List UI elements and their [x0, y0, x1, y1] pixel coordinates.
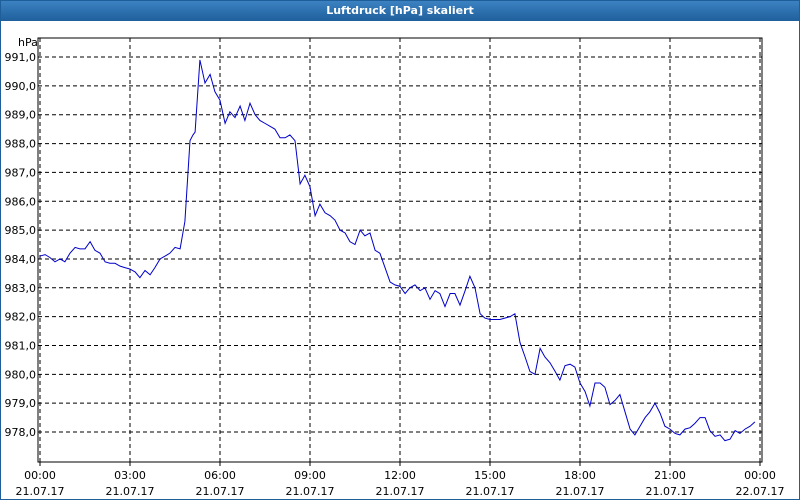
y-tick-label: 983,0	[5, 282, 37, 295]
y-tick-label: 988,0	[5, 138, 37, 151]
y-tick-label: 991,0	[5, 51, 37, 64]
x-tick-label: 00:00	[744, 469, 776, 482]
chart: hPa 978,0 979,0 980,0 981,0 982,0 983,0 984,0 9…	[5, 36, 785, 498]
x-tick-date: 22.07.17	[736, 485, 785, 498]
y-tick-label: 985,0	[5, 224, 37, 237]
y-tick-label: 979,0	[5, 397, 37, 410]
y-tick-label: 984,0	[5, 253, 37, 266]
x-tick-label: 21:00	[654, 469, 686, 482]
x-tick-label: 09:00	[294, 469, 326, 482]
y-tick-label: 981,0	[5, 339, 37, 352]
x-tick-date: 21.07.17	[556, 485, 605, 498]
x-tick-label: 00:00	[24, 469, 56, 482]
x-tick-date: 21.07.17	[286, 485, 335, 498]
y-tick-label: 986,0	[5, 195, 37, 208]
y-tick-label: 987,0	[5, 166, 37, 179]
y-tick-label: 990,0	[5, 80, 37, 93]
y-unit: hPa	[18, 36, 38, 49]
y-tick-label: 980,0	[5, 368, 37, 381]
y-tick-label: 989,0	[5, 109, 37, 122]
y-tick-label: 982,0	[5, 311, 37, 324]
x-tick-label: 18:00	[564, 469, 596, 482]
data-line	[39, 59, 756, 442]
x-tick-label: 03:00	[114, 469, 146, 482]
x-tick-label: 15:00	[474, 469, 506, 482]
x-tick-date: 21.07.17	[376, 485, 425, 498]
window-title: Luftdruck [hPa] skaliert	[1, 1, 799, 21]
x-tick-date: 21.07.17	[646, 485, 695, 498]
x-tick-date: 21.07.17	[196, 485, 245, 498]
x-tick-date: 21.07.17	[466, 485, 515, 498]
x-tick-date: 21.07.17	[106, 485, 155, 498]
x-tick-label: 06:00	[204, 469, 236, 482]
x-tick-date: 21.07.17	[16, 485, 65, 498]
x-tick-label: 12:00	[384, 469, 416, 482]
y-tick-label: 978,0	[5, 426, 37, 439]
